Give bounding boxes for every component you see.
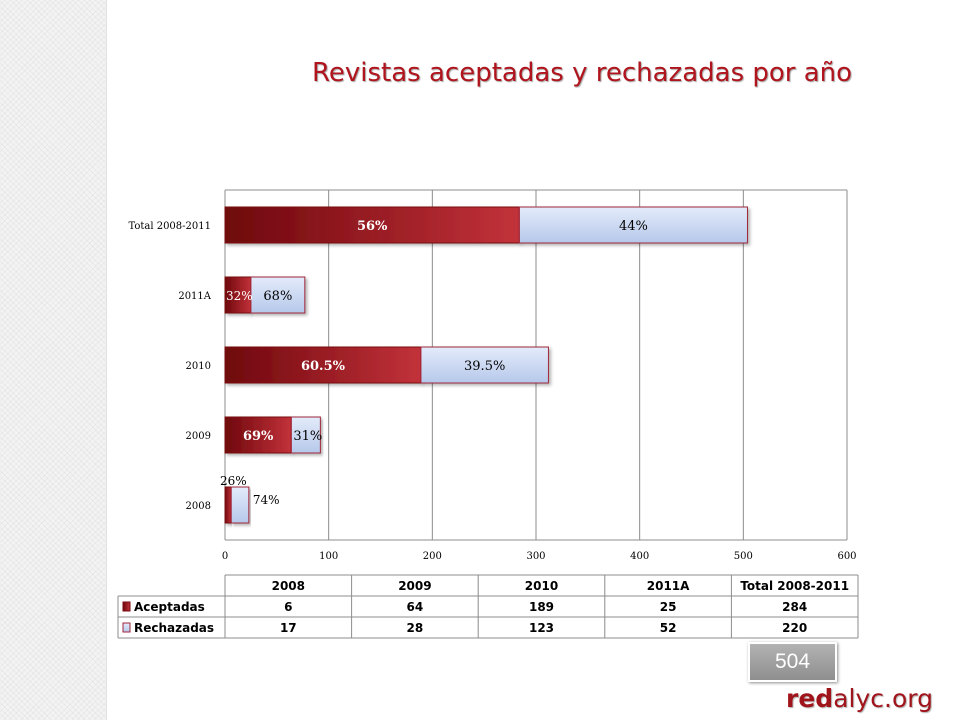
redalyc-logo: redalyc.org [786,684,933,713]
table-cell: 25 [660,600,677,614]
x-tick-label: 0 [222,551,228,562]
legend-swatch [122,601,131,612]
table-cell: 17 [280,621,297,635]
table-cell: 28 [407,621,424,635]
x-tick-label: 500 [734,551,753,562]
table-cell: 220 [782,621,807,635]
y-tick-label: 2008 [186,501,211,512]
data-label-rechazadas: 44% [619,219,648,234]
data-label-aceptadas: 32% [226,289,253,303]
bar-rechazadas [250,276,306,314]
table-row-label: Rechazadas [134,621,214,635]
bar-aceptadas [224,346,422,384]
table-header-cell: Total 2008-2011 [740,579,849,593]
table-header-cell: 2010 [525,579,558,593]
data-table: 2008 2009 2010 2011A Total 2008-2011 Aceptada… [117,574,859,639]
data-label-rechazadas: 74% [253,493,280,507]
data-label-rechazadas: 31% [293,429,322,444]
data-label-rechazadas: 68% [263,289,292,304]
logo-red-part: red [786,684,834,713]
table-cell: 284 [782,600,807,614]
bar-aceptadas [224,206,520,244]
logo-rest-part: alyc.org [833,684,933,713]
table-cell: 123 [529,621,554,635]
table-header-cell: 2008 [272,579,305,593]
bar-aceptadas [224,486,232,524]
bar-aceptadas [224,276,252,314]
table-cell: 64 [407,600,424,614]
table-header-cell: 2009 [398,579,431,593]
data-label-aceptadas: 60.5% [301,359,346,374]
decorative-side-strip [0,0,107,720]
y-tick-label: 2010 [186,361,211,372]
bars [224,206,748,524]
axes: 0 100 200 300 400 500 600 Total 2008-2011 2011A 2… [128,221,856,562]
chart-title: Revistas aceptadas y rechazadas por año [312,58,853,88]
x-tick-label: 100 [319,551,338,562]
data-label-aceptadas: 69% [243,429,274,444]
table-row-label: Aceptadas [134,600,205,614]
bar-rechazadas [420,346,549,384]
x-tick-label: 600 [837,551,856,562]
y-tick-label: Total 2008-2011 [128,221,211,232]
x-tick-label: 400 [630,551,649,562]
y-tick-label: 2009 [186,431,211,442]
data-label-aceptadas: 56% [357,219,388,234]
data-label-rechazadas: 39.5% [464,359,505,374]
table-cell: 189 [529,600,554,614]
page-number-badge: 504 [748,642,837,682]
x-tick-label: 200 [423,551,442,562]
data-labels: 56% 44% 32% 68% 60.5% 39.5% 69% 31% 26% 74% [220,219,648,507]
y-tick-label: 2011A [178,291,211,302]
table-header-cell: 2011A [647,579,690,593]
bar-rechazadas [518,206,748,244]
bar-rechazadas [230,486,250,524]
table-cell: 52 [660,621,677,635]
legend-swatch [122,622,131,633]
bar-rechazadas [290,416,321,454]
table-cell: 6 [284,600,292,614]
x-tick-label: 300 [526,551,545,562]
data-label-aceptadas: 26% [220,474,247,488]
